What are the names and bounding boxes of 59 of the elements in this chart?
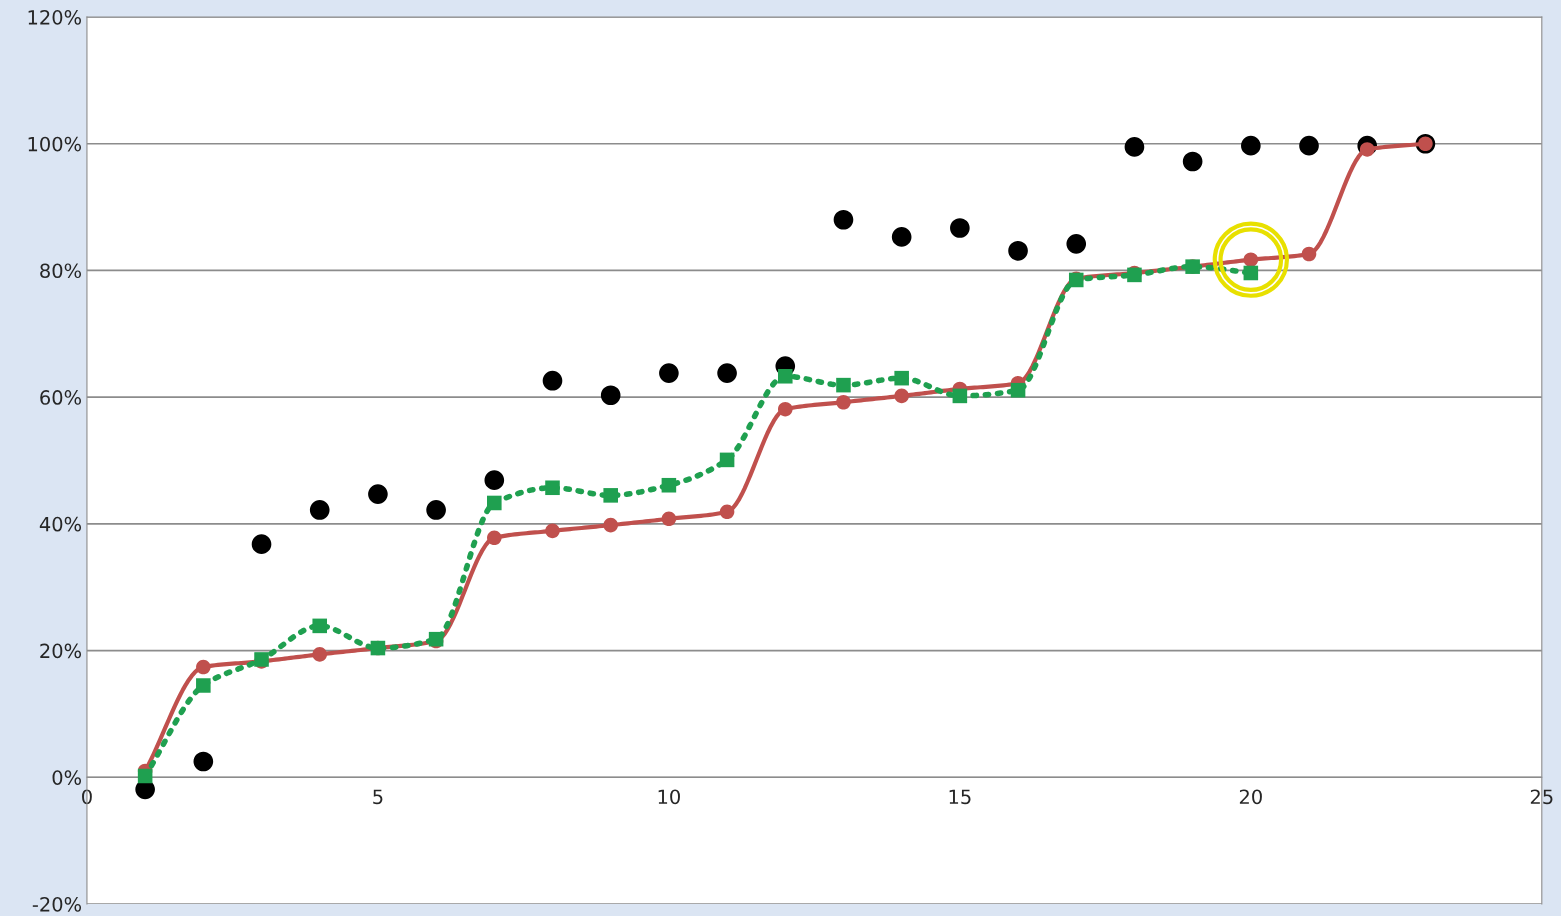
point [484,470,505,490]
point [836,394,851,410]
point [1299,135,1319,156]
point [312,618,328,634]
point [950,218,970,238]
point [368,484,388,504]
point [251,534,272,554]
point [600,385,621,406]
x-tick-label: 0 [82,789,92,805]
point [1066,234,1087,254]
point [603,488,618,503]
point [312,647,328,662]
point [659,363,679,383]
x-tick-label: 15 [949,789,971,805]
point [545,480,560,496]
point [137,768,153,784]
point [952,388,968,404]
point [426,500,446,520]
point [661,477,677,493]
point [717,363,737,383]
point [719,452,735,468]
y-tick-label: 100% [28,136,82,152]
point [891,227,912,247]
point [196,659,211,675]
point [1241,135,1261,156]
x-tick-label: 10 [658,789,680,805]
point [777,368,793,384]
y-tick-label: 120% [28,9,82,25]
point [661,511,677,527]
x-tick-label: 20 [1239,789,1262,805]
point [487,530,502,546]
point [542,370,563,391]
y-tick-label: 0% [52,770,82,785]
point [833,209,854,230]
point [1008,240,1028,261]
point [1124,137,1145,157]
point [777,401,793,417]
point [1243,265,1259,281]
point [836,377,851,393]
x-tick-label: 5 [373,789,383,805]
point [894,388,909,404]
point [309,500,330,520]
y-tick-label: 80% [40,263,82,279]
point [487,495,502,511]
point [545,523,560,539]
point [1010,382,1026,398]
x-tick-label: 25 [1530,789,1553,805]
point [719,504,735,520]
point [894,370,909,386]
y-tick-label: 40% [39,516,82,532]
point [193,751,214,772]
point [603,517,618,533]
point [196,678,211,693]
point [1182,151,1203,172]
y-tick-label: 20% [40,643,82,659]
point [1301,246,1317,262]
y-tick-label: 60% [40,390,82,405]
y-tick-label: -20% [32,896,82,912]
point [1359,142,1375,157]
